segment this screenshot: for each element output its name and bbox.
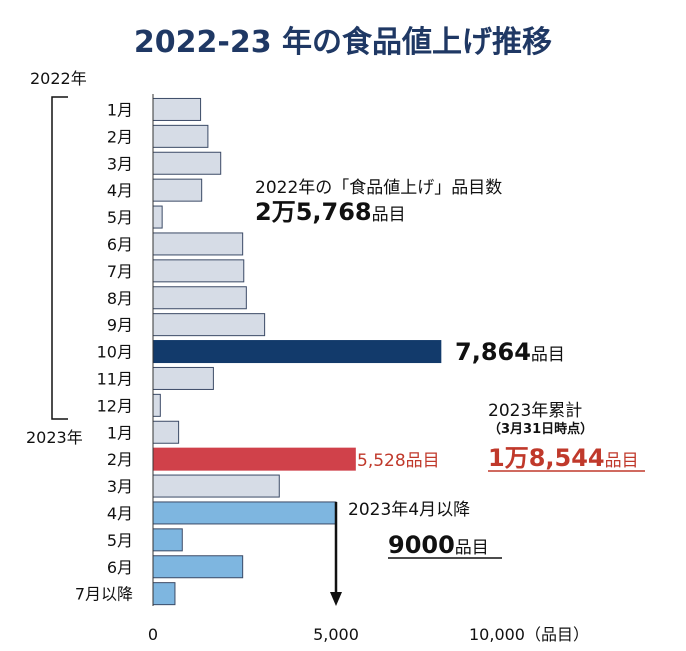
category-label-8: 9月 [107, 316, 133, 335]
bar-5 [152, 232, 244, 256]
total-2022-unit: 品目 [372, 205, 406, 225]
category-label-9: 10月 [97, 343, 133, 362]
cum-2023-label: 2023年累計 [488, 401, 582, 421]
bar-7 [152, 286, 247, 310]
x-tick-label-0: 0 [148, 625, 158, 644]
bar-9 [152, 340, 442, 364]
x-tick-label-2: 10,000（品目） [469, 625, 589, 644]
bar-17 [152, 555, 244, 579]
cum-2023-big: 1万8,544 [488, 444, 605, 472]
bar-0 [152, 97, 202, 121]
category-label-13: 2月 [107, 450, 133, 469]
bar-15 [152, 501, 337, 525]
category-label-7: 8月 [107, 289, 133, 308]
year-label-2023: 2023年 [26, 428, 83, 447]
bar-13 [152, 447, 356, 471]
bar-3 [152, 178, 203, 202]
category-label-2: 3月 [107, 154, 133, 173]
total-2022-big: 2万5,768 [255, 198, 372, 226]
cum-2023-value: 1万8,544品目 [488, 444, 639, 472]
x-tick-labels: 0 5,000 10,000（品目） [148, 625, 589, 644]
chart-title: 2022-23 年の食品値上げ推移 [134, 25, 552, 60]
category-labels: 1月 2月 3月 4月 5月 6月 7月 8月 9月 10月 11月 12月 1月 2月 3月 4月 5月 6月 7… [75, 100, 133, 603]
category-label-11: 12月 [97, 396, 133, 415]
bar-14 [152, 474, 280, 498]
down-arrow-icon [330, 592, 342, 606]
bar-2 [152, 151, 222, 175]
category-label-10: 11月 [97, 369, 133, 388]
year-2022-bracket [51, 96, 68, 420]
after-april-unit: 品目 [455, 538, 489, 558]
category-label-3: 4月 [107, 181, 133, 200]
year-label-2022: 2022年 [30, 69, 87, 88]
after-april-value: 9000品目 [388, 531, 489, 559]
bars [152, 97, 442, 606]
category-label-0: 1月 [107, 100, 133, 119]
oct-unit: 品目 [531, 345, 565, 365]
bar-12 [152, 420, 180, 444]
bar-11 [152, 393, 161, 417]
bar-8 [152, 313, 266, 337]
category-label-5: 6月 [107, 235, 133, 254]
bar-16 [152, 528, 183, 552]
category-label-1: 2月 [107, 127, 133, 146]
cum-2023-unit: 品目 [605, 451, 639, 471]
total-2022-value: 2万5,768品目 [255, 198, 406, 226]
category-label-4: 5月 [107, 208, 133, 227]
bar-18 [152, 582, 176, 606]
bar-1 [152, 124, 209, 148]
bar-10 [152, 366, 214, 390]
feb-value: 5,528品目 [357, 451, 440, 471]
category-label-16: 5月 [107, 531, 133, 550]
category-label-6: 7月 [107, 262, 133, 281]
bar-4 [152, 205, 163, 229]
after-april-label: 2023年4月以降 [348, 500, 470, 520]
category-label-12: 1月 [107, 423, 133, 442]
oct-big: 7,864 [455, 338, 531, 366]
category-label-15: 4月 [107, 504, 133, 523]
after-april-big: 9000 [388, 531, 455, 559]
bar-6 [152, 259, 245, 283]
cum-2023-note: （3月31日時点） [488, 421, 593, 437]
category-label-14: 3月 [107, 477, 133, 496]
x-tick-label-1: 5,000 [313, 625, 359, 644]
oct-value: 7,864品目 [455, 338, 565, 366]
category-label-17: 6月 [107, 558, 133, 577]
category-label-18: 7月以降 [75, 585, 133, 604]
total-2022-label: 2022年の「食品値上げ」品目数 [255, 178, 502, 198]
